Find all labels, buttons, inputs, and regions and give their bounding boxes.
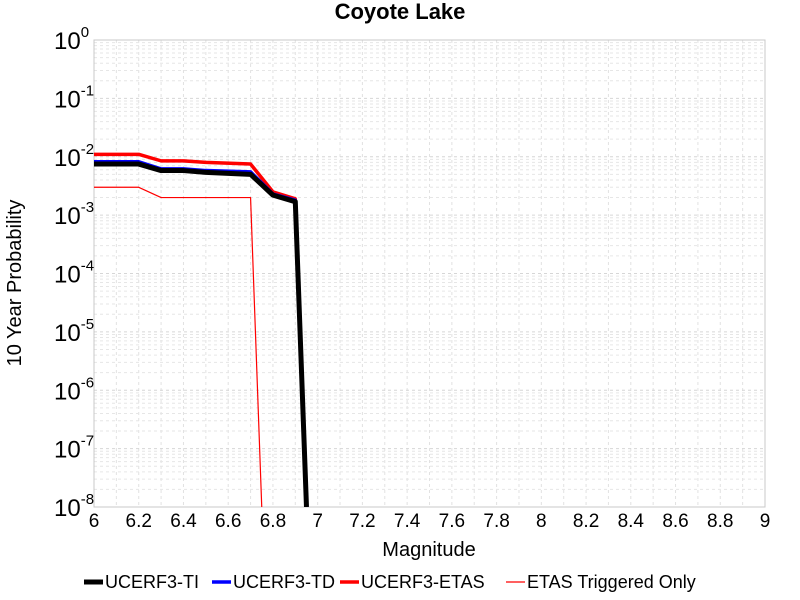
- legend: UCERF3-TI UCERF3-TD UCERF3-ETAS ETAS Trigge…: [84, 572, 696, 592]
- legend-item: UCERF3-TD: [212, 572, 335, 592]
- x-tick-label: 6: [89, 511, 100, 532]
- y-tick-label: 10-8: [54, 491, 94, 522]
- x-tick-label: 7: [312, 511, 323, 532]
- y-tick-label: 10-1: [54, 82, 94, 113]
- y-axis-label: 10 Year Probability: [4, 200, 26, 367]
- series-layer: [94, 152, 309, 507]
- series-line-3: [94, 186, 263, 507]
- chart-title: Coyote Lake: [335, 0, 466, 24]
- x-tick-label: 6.4: [170, 511, 197, 532]
- y-tick-label: 10-7: [54, 433, 94, 464]
- y-tick-label: 10-3: [54, 199, 94, 230]
- y-tick-labels: 100 10-1 10-2 10-3 10-4 10-5 10-6 10-7 10-8: [54, 24, 94, 522]
- x-tick-label: 8.8: [707, 511, 733, 532]
- legend-label: UCERF3-TD: [233, 572, 335, 592]
- x-axis-label: Magnitude: [382, 539, 475, 561]
- legend-label: UCERF3-ETAS: [361, 572, 485, 592]
- x-tick-label: 8.6: [662, 511, 688, 532]
- x-tick-label: 6.2: [126, 511, 152, 532]
- y-tick-label: 10-4: [54, 258, 94, 289]
- x-tick-label: 9: [760, 511, 771, 532]
- x-tick-label: 6.8: [260, 511, 286, 532]
- y-tick-label: 100: [54, 24, 89, 55]
- x-tick-label: 8.2: [573, 511, 599, 532]
- x-tick-label: 7.2: [349, 511, 375, 532]
- x-tick-label: 8: [536, 511, 547, 532]
- x-tick-label: 6.6: [215, 511, 241, 532]
- legend-item: UCERF3-TI: [84, 572, 199, 592]
- x-tick-label: 7.4: [394, 511, 421, 532]
- x-tick-label: 8.4: [618, 511, 645, 532]
- grid: [93, 40, 766, 508]
- plot-area-frame: [93, 39, 766, 508]
- x-tick-labels: 6 6.2 6.4 6.6 6.8 7 7.2 7.4 7.6 7.8 8 8.2 8.4 8.6 8.8 9: [89, 511, 771, 532]
- legend-item: UCERF3-ETAS: [340, 572, 485, 592]
- legend-label: UCERF3-TI: [105, 572, 199, 592]
- legend-item: ETAS Triggered Only: [506, 572, 696, 592]
- y-tick-label: 10-5: [54, 316, 94, 347]
- y-tick-label: 10-6: [54, 374, 94, 405]
- y-tick-label: 10-2: [54, 141, 94, 172]
- x-tick-label: 7.8: [483, 511, 509, 532]
- x-tick-label: 7.6: [439, 511, 465, 532]
- series-line-0: [94, 161, 309, 507]
- legend-label: ETAS Triggered Only: [527, 572, 696, 592]
